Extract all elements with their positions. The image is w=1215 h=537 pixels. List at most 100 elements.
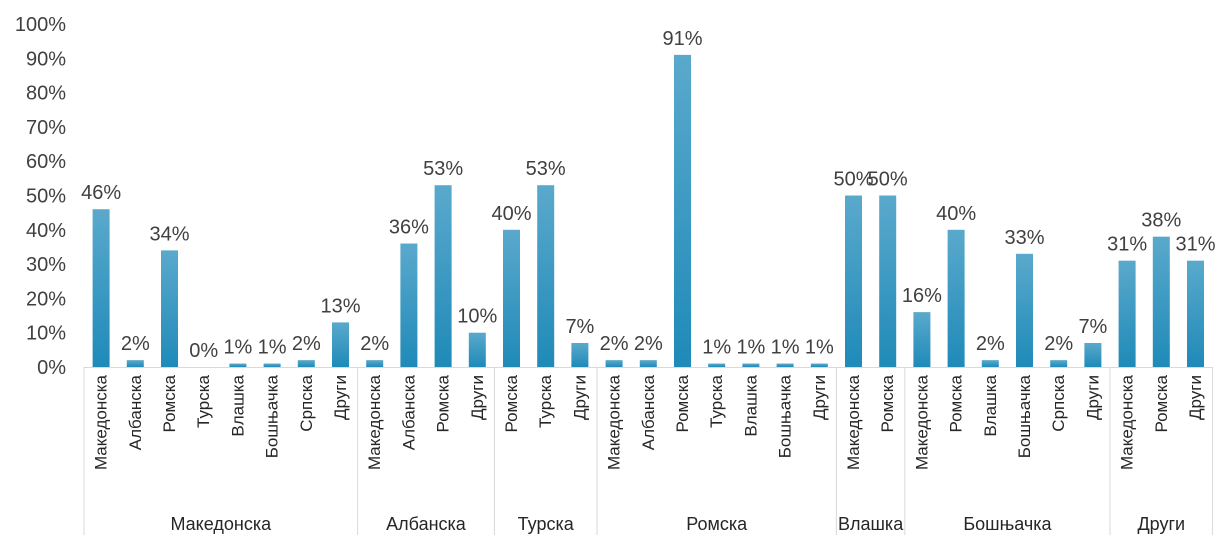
bar bbox=[434, 185, 452, 367]
category-label: Влашка bbox=[228, 374, 247, 436]
bar bbox=[400, 243, 418, 367]
bar bbox=[297, 360, 315, 367]
data-label: 7% bbox=[1078, 316, 1107, 338]
category-label: Други bbox=[331, 375, 350, 420]
category-label: Македонска bbox=[365, 374, 384, 470]
bar bbox=[845, 195, 862, 367]
data-label: 1% bbox=[223, 337, 252, 359]
group-label: Ромска bbox=[686, 514, 748, 534]
data-label: 1% bbox=[258, 337, 287, 359]
bar bbox=[1050, 360, 1068, 367]
category-label: Српска bbox=[297, 374, 316, 431]
category-label: Други bbox=[1186, 375, 1205, 420]
bar bbox=[468, 332, 486, 367]
data-label: 2% bbox=[1044, 333, 1073, 355]
data-label: 10% bbox=[457, 306, 497, 328]
category-label: Ромска bbox=[673, 374, 692, 432]
category-label: Македонска bbox=[92, 374, 111, 470]
bar bbox=[92, 209, 110, 367]
y-tick-label: 40% bbox=[26, 220, 66, 242]
data-label: 1% bbox=[702, 337, 731, 359]
data-label: 50% bbox=[868, 169, 908, 191]
category-label: Други bbox=[570, 375, 589, 420]
category-label: Албанска bbox=[126, 374, 145, 450]
data-label: 2% bbox=[600, 333, 629, 355]
bar bbox=[776, 363, 794, 367]
category-label: Влашка bbox=[981, 374, 1000, 436]
y-tick-label: 90% bbox=[26, 48, 66, 70]
category-label: Македонска bbox=[1118, 374, 1137, 470]
bar bbox=[674, 54, 691, 368]
data-label: 2% bbox=[360, 333, 389, 355]
group-label: Албанска bbox=[386, 514, 467, 534]
data-label: 13% bbox=[320, 295, 360, 317]
data-label: 2% bbox=[292, 333, 321, 355]
category-label: Други bbox=[468, 375, 487, 420]
y-tick-label: 0% bbox=[37, 357, 66, 379]
data-label: 50% bbox=[833, 169, 873, 191]
y-tick-label: 100% bbox=[15, 14, 66, 36]
category-label: Српска bbox=[1049, 374, 1068, 431]
bar bbox=[1152, 236, 1170, 367]
bar bbox=[1118, 260, 1136, 367]
bar bbox=[1016, 253, 1033, 367]
category-label: Други bbox=[1083, 375, 1102, 420]
data-label: 53% bbox=[423, 158, 463, 180]
category-label: Ромска bbox=[878, 374, 897, 432]
data-label: 36% bbox=[389, 217, 429, 239]
bar bbox=[263, 363, 281, 367]
data-label: 1% bbox=[736, 337, 765, 359]
data-label: 34% bbox=[149, 223, 189, 245]
category-label: Ромска bbox=[434, 374, 453, 432]
bar bbox=[229, 363, 247, 367]
y-tick-label: 80% bbox=[26, 83, 66, 105]
category-label: Турска bbox=[707, 374, 726, 428]
category-label: Ромска bbox=[947, 374, 966, 432]
data-label: 33% bbox=[1004, 227, 1044, 249]
bar bbox=[605, 360, 623, 367]
group-label: Други bbox=[1137, 514, 1185, 534]
bar bbox=[947, 229, 965, 367]
group-label: Влашка bbox=[838, 514, 904, 534]
bar bbox=[1187, 260, 1204, 367]
category-label: Македонска bbox=[605, 374, 624, 470]
y-tick-label: 10% bbox=[26, 323, 66, 345]
y-tick-label: 50% bbox=[26, 186, 66, 208]
bar bbox=[366, 360, 384, 367]
bar bbox=[639, 360, 657, 367]
bar bbox=[708, 363, 726, 367]
y-tick-label: 60% bbox=[26, 151, 66, 173]
category-label: Ромска bbox=[160, 374, 179, 432]
data-label: 91% bbox=[662, 28, 702, 50]
data-label: 1% bbox=[771, 337, 800, 359]
data-label: 0% bbox=[189, 340, 218, 362]
bars bbox=[92, 54, 1204, 368]
category-label: Турска bbox=[194, 374, 213, 428]
data-label: 31% bbox=[1107, 234, 1147, 256]
y-axis: 0% 10% 20% 30% 40% 50% 60% 70% 80% 90% 100% bbox=[15, 14, 66, 379]
bar bbox=[981, 360, 999, 367]
data-label: 31% bbox=[1175, 234, 1215, 256]
category-label: Македонска bbox=[912, 374, 931, 470]
data-label: 53% bbox=[526, 158, 566, 180]
y-tick-label: 30% bbox=[26, 254, 66, 276]
category-label: Бошњачка bbox=[263, 374, 282, 458]
category-label: Бошњачка bbox=[776, 374, 795, 458]
data-label: 2% bbox=[121, 333, 150, 355]
bar bbox=[503, 229, 520, 367]
data-label: 38% bbox=[1141, 210, 1181, 232]
data-label: 2% bbox=[976, 333, 1005, 355]
category-label: Ромска bbox=[1152, 374, 1171, 432]
bar bbox=[810, 363, 828, 367]
category-label: Албанска bbox=[399, 374, 418, 450]
category-label: Бошњачка bbox=[1015, 374, 1034, 458]
bar bbox=[913, 312, 931, 367]
data-label: 7% bbox=[565, 316, 594, 338]
group-label: Македонска bbox=[170, 514, 272, 534]
category-label: Македонска bbox=[844, 374, 863, 470]
bar bbox=[332, 322, 349, 367]
bar bbox=[571, 342, 589, 367]
bar bbox=[1084, 342, 1102, 367]
data-label: 1% bbox=[805, 337, 834, 359]
